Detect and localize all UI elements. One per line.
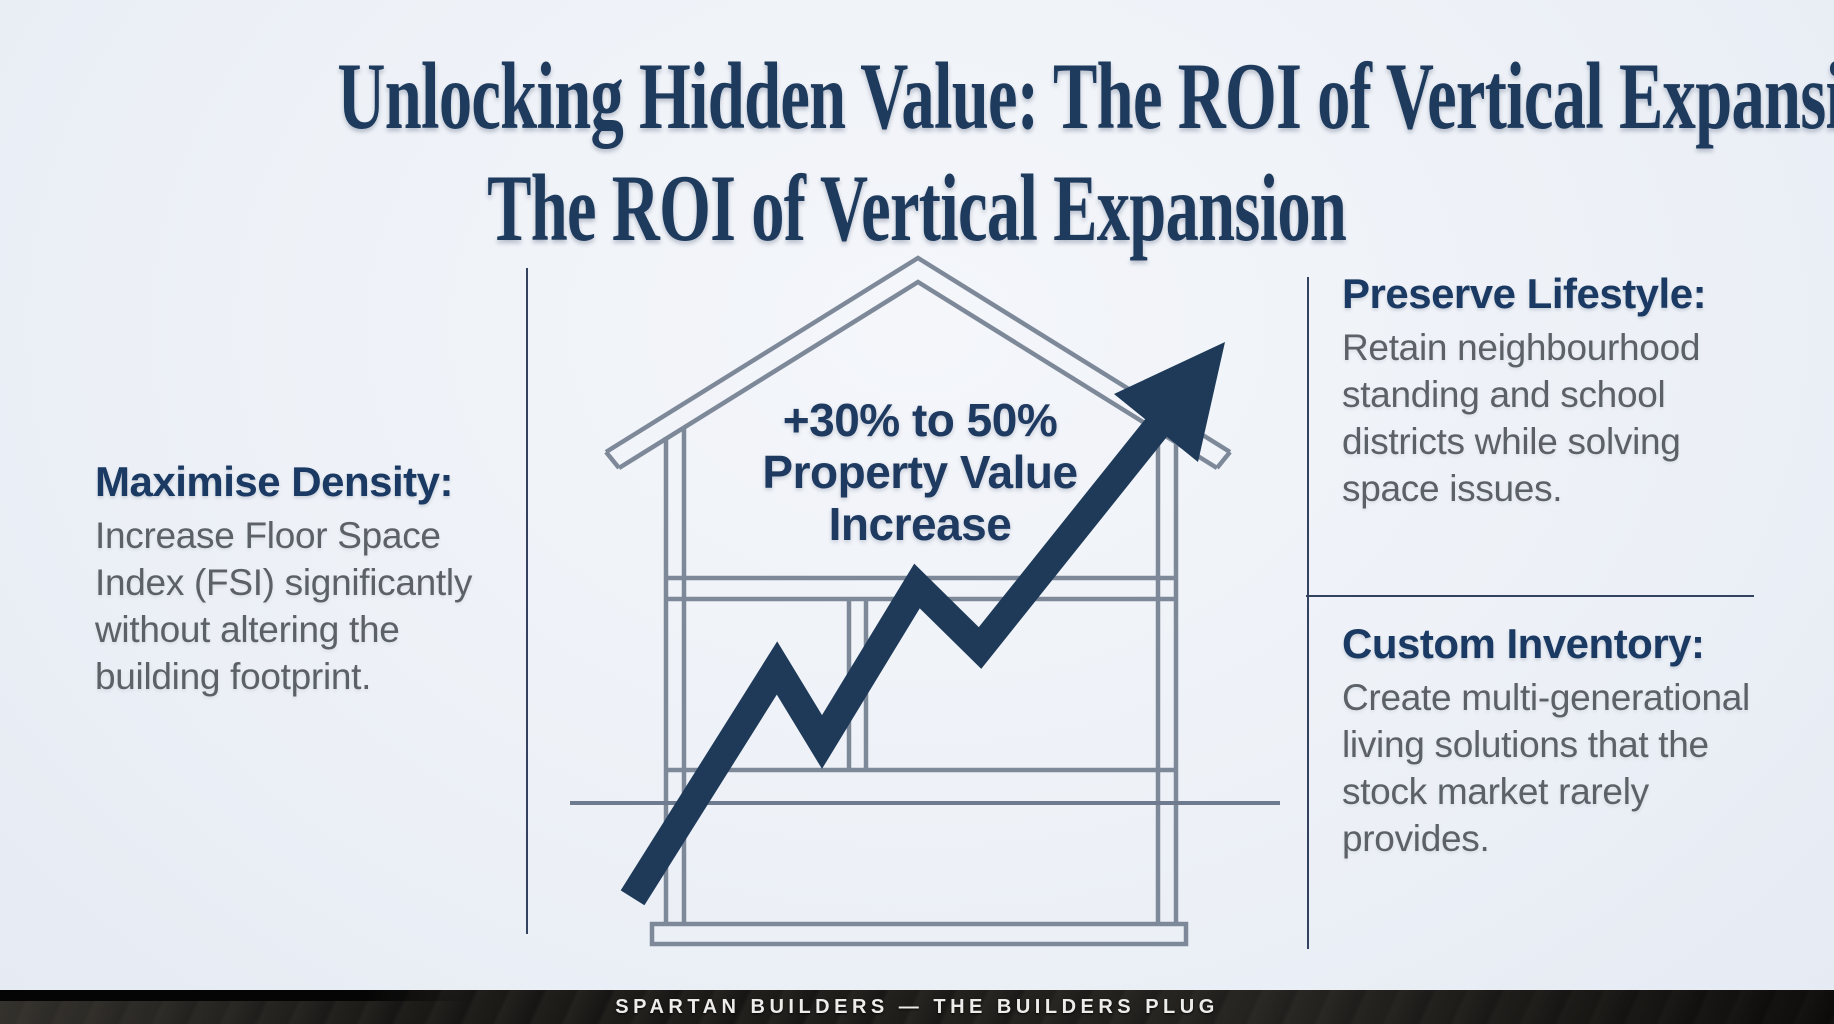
roof-outer-line (604, 255, 1232, 454)
panel-heading-custom-inventory: Custom Inventory: (1342, 620, 1705, 667)
roof-left-cap (604, 450, 621, 470)
growth-arrow-shaft (620, 403, 1180, 906)
right-column-divider (1307, 277, 1309, 949)
right-column-horizontal-divider (1306, 595, 1754, 597)
roof-inner-line (617, 279, 1219, 470)
footer-brand-text: SPARTAN BUILDERS — THE BUILDERS PLUG (615, 995, 1219, 1018)
center-illustration: +30% to 50% Property Value Increase (540, 230, 1300, 970)
body-line: districts while solving (1342, 421, 1681, 462)
panel-heading-maximise-density: Maximise Density: (95, 458, 453, 505)
value-label-line: Increase (828, 498, 1012, 550)
title-row-1: Unlocking Hidden Value: The ROI of Verti… (0, 43, 1834, 166)
value-label-line: +30% to 50% (782, 394, 1058, 446)
panel-maximise-density: Maximise Density: Increase Floor Space I… (95, 458, 525, 700)
house-cross-section-illustration (570, 255, 1280, 947)
body-line: building footprint. (95, 656, 372, 697)
title-row-2: The ROI of Vertical Expansion (0, 155, 1834, 278)
title-line-2: The ROI of Vertical Expansion (487, 155, 1347, 261)
body-line: provides. (1342, 818, 1490, 859)
panel-custom-inventory: Custom Inventory: Create multi-generatio… (1342, 620, 1782, 862)
foundation-plate (649, 921, 1189, 947)
body-line: stock market rarely (1342, 771, 1649, 812)
body-line: without altering the (95, 609, 400, 650)
property-value-label: +30% to 50% Property Value Increase (620, 394, 1220, 550)
panel-heading-preserve-lifestyle: Preserve Lifestyle: (1342, 270, 1707, 317)
footer-brand-bar: SPARTAN BUILDERS — THE BUILDERS PLUG (0, 990, 1834, 1024)
roof-right-cap (1215, 450, 1232, 470)
value-label-line: Property Value (762, 446, 1078, 498)
panel-body-maximise-density: Increase Floor Space Index (FSI) signifi… (95, 512, 525, 700)
panel-body-custom-inventory: Create multi-generational living solutio… (1342, 674, 1782, 862)
body-line: living solutions that the (1342, 724, 1709, 765)
growth-arrow (620, 342, 1225, 906)
left-column-divider (526, 268, 528, 934)
slide-title: Unlocking Hidden Value: The ROI of Verti… (0, 43, 1834, 278)
body-line: Retain neighbourhood (1342, 327, 1701, 368)
body-line: Create multi-generational (1342, 677, 1750, 718)
panel-preserve-lifestyle: Preserve Lifestyle: Retain neighbourhood… (1342, 270, 1782, 512)
body-line: space issues. (1342, 468, 1563, 509)
body-line: Increase Floor Space (95, 515, 441, 556)
growth-arrow-head (1114, 342, 1225, 462)
body-line: standing and school (1342, 374, 1666, 415)
panel-body-preserve-lifestyle: Retain neighbourhood standing and school… (1342, 324, 1782, 512)
title-line-1: Unlocking Hidden Value: The ROI of Verti… (337, 43, 1834, 149)
body-line: Index (FSI) significantly (95, 562, 473, 603)
